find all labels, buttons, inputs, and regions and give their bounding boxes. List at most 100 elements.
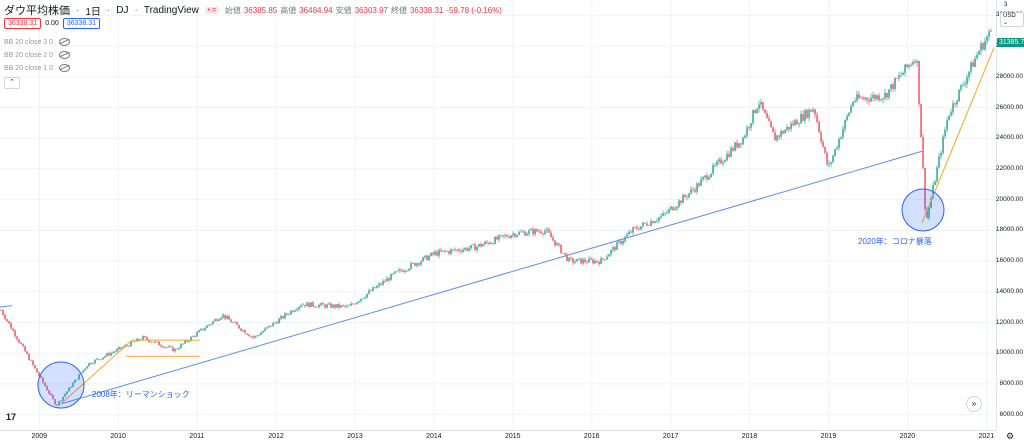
candle-body [278, 318, 280, 324]
candle-body [88, 362, 90, 367]
candle-body [224, 314, 226, 319]
candle-body [308, 302, 310, 308]
candle-body [318, 304, 320, 308]
eye-hidden-icon[interactable] [59, 51, 71, 59]
candle-body [416, 263, 418, 266]
candle-body [274, 322, 276, 324]
candle-body [516, 234, 518, 237]
indicator-legend-2[interactable]: BB 20 close 2 0 [4, 51, 71, 59]
indicator-legend-1[interactable]: BB 20 close 3 0 [4, 38, 71, 46]
buy-price-button[interactable]: 36338.31 [62, 18, 101, 29]
close-value: 36338.31 [409, 5, 444, 15]
candle-body [218, 319, 220, 321]
candle-body [812, 109, 814, 112]
candle-body [796, 120, 798, 125]
candle-body [94, 359, 96, 364]
candle-body [840, 137, 842, 139]
candle-body [644, 222, 646, 224]
sell-price-button[interactable]: 36338.31 [4, 18, 42, 29]
candle-body [692, 189, 694, 190]
high-label: 高値 [280, 5, 297, 15]
candle-body [806, 110, 808, 118]
candle-body [826, 152, 828, 165]
candle-body [838, 138, 840, 148]
gear-icon[interactable]: ⚙ [1006, 431, 1015, 441]
candle-body [814, 109, 816, 115]
candle-body [542, 233, 544, 234]
candle-body [262, 331, 264, 333]
annotation-lehman[interactable]: 2008年：リーマンショック [92, 390, 190, 399]
candle-body [926, 208, 928, 218]
candle-body [78, 374, 80, 380]
candle-body [824, 146, 826, 153]
annotation-covid[interactable]: 2020年：コロナ暴落 [858, 237, 932, 246]
tradingview-logo-icon[interactable]: 17 [6, 412, 17, 422]
candle-body [290, 310, 292, 315]
chart-area[interactable] [0, 0, 996, 430]
candle-body [634, 227, 636, 228]
candle-body [580, 258, 582, 264]
source-label: TradingView [143, 4, 199, 16]
candle-body [246, 333, 248, 335]
currency-select[interactable]: USD ⌄ [1000, 12, 1024, 27]
candle-body [230, 319, 232, 323]
candle-body [354, 303, 356, 305]
candle-body [470, 245, 472, 249]
candle-body [476, 246, 478, 251]
price-tick-label: 16000.00 [995, 257, 1023, 265]
candle-body [582, 259, 584, 264]
candle-body [100, 359, 102, 360]
candle-body [76, 379, 78, 381]
currency-label: USD [1003, 13, 1016, 19]
candle-body [294, 310, 296, 312]
price-chart[interactable] [0, 0, 996, 430]
symbol-name[interactable]: ダウ平均株価 [4, 5, 70, 17]
candle-body [568, 257, 570, 261]
candle-body [414, 262, 416, 266]
symbol-header: ダウ平均株価 · 1日 · DJ · TradingView • = 始値 363… [4, 2, 502, 18]
candle-body [502, 235, 504, 237]
candle-body [304, 304, 306, 307]
candle-body [792, 123, 794, 126]
candle-body [556, 243, 558, 246]
candle-body [526, 233, 528, 236]
candle-body [860, 97, 862, 99]
candle-body [504, 235, 506, 237]
candle-body [384, 280, 386, 282]
interval-label[interactable]: 1日 [85, 6, 101, 18]
time-tick-label: 2015 [504, 433, 521, 440]
candle-body [948, 115, 950, 121]
eye-hidden-icon[interactable] [59, 64, 71, 72]
scroll-to-realtime-button[interactable]: » [966, 396, 982, 412]
candle-body [368, 290, 370, 294]
candle-body [528, 230, 530, 234]
candle-body [40, 375, 42, 378]
candle-body [730, 148, 732, 157]
time-axis[interactable]: 2009 2010 2011 2012 2013 2014 2015 2016 2017 2018… [0, 430, 996, 443]
candle-body [16, 336, 18, 340]
eye-hidden-icon[interactable] [59, 38, 71, 46]
candle-body [492, 243, 494, 244]
candle-body [26, 351, 28, 354]
collapse-legend-button[interactable]: ⌃ [4, 77, 20, 89]
candle-body [882, 98, 884, 100]
indicator-legend-3[interactable]: BB 20 close 1 0 [4, 64, 71, 72]
candle-body [670, 206, 672, 210]
candle-body [114, 351, 116, 353]
candle-body [950, 112, 952, 116]
price-axis[interactable]: 32000.0030000.0028000.0026000.0024000.00… [996, 0, 1024, 430]
candle-body [732, 148, 734, 151]
candle-body [0, 310, 2, 311]
candle-body [150, 341, 152, 343]
candle-body [982, 43, 984, 50]
candle-body [728, 153, 730, 157]
candle-body [330, 303, 332, 308]
candle-body [438, 250, 440, 256]
candle-body [462, 249, 464, 252]
time-tick-label: 2021 [978, 433, 995, 440]
candle-body [776, 135, 778, 141]
candle-body [328, 303, 330, 305]
candle-body [348, 305, 350, 307]
candle-body [562, 252, 564, 254]
candle-body [770, 121, 772, 128]
